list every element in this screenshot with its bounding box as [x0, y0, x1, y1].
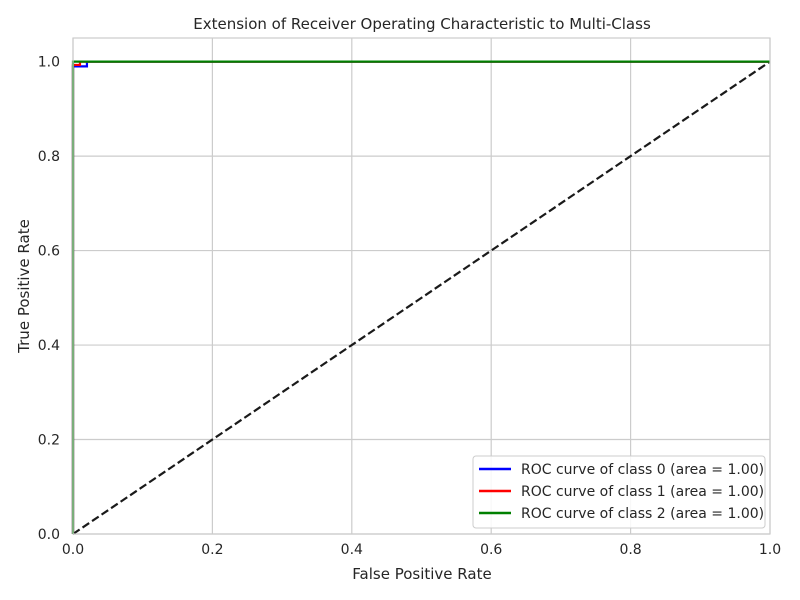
legend-label-class-1: ROC curve of class 1 (area = 1.00): [521, 484, 764, 500]
x-tick-label: 1.0: [759, 542, 781, 558]
x-tick-labels: 0.0 0.2 0.4 0.6 0.8 1.0: [62, 542, 781, 558]
y-tick-labels: 0.0 0.2 0.4 0.6 0.8 1.0: [38, 55, 60, 543]
x-tick-label: 0.4: [341, 542, 363, 558]
y-tick-label: 0.6: [38, 244, 60, 260]
x-tick-label: 0.0: [62, 542, 84, 558]
x-tick-label: 0.8: [619, 542, 641, 558]
y-tick-label: 1.0: [38, 55, 60, 71]
y-tick-label: 0.8: [38, 149, 60, 165]
y-tick-label: 0.0: [38, 527, 60, 543]
y-axis-label: True Positive Rate: [15, 219, 33, 354]
chart-title: Extension of Receiver Operating Characte…: [193, 15, 651, 33]
x-tick-label: 0.2: [201, 542, 223, 558]
reference-layer: [72, 60, 771, 535]
legend-label-class-2: ROC curve of class 2 (area = 1.00): [521, 506, 764, 522]
x-tick-label: 0.6: [480, 542, 502, 558]
y-tick-label: 0.2: [38, 433, 60, 449]
legend-box: [472, 455, 766, 529]
plot-frame: [72, 37, 771, 535]
y-tick-label: 0.4: [38, 338, 60, 354]
legend: ROC curve of class 0 (area = 1.00) ROC cu…: [472, 455, 766, 529]
legend-label-class-0: ROC curve of class 0 (area = 1.00): [521, 462, 764, 478]
plot-area: [73, 38, 770, 534]
x-axis-label: False Positive Rate: [352, 565, 491, 583]
chance-diagonal-line: [72, 60, 771, 535]
